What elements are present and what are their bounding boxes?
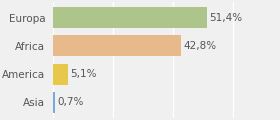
Text: 42,8%: 42,8% — [184, 41, 217, 51]
Bar — [53, 92, 55, 113]
Bar — [53, 7, 207, 28]
Text: 5,1%: 5,1% — [71, 69, 97, 79]
Bar — [53, 35, 181, 57]
Text: 0,7%: 0,7% — [57, 97, 84, 107]
Text: 51,4%: 51,4% — [209, 13, 243, 23]
Bar — [53, 63, 68, 85]
